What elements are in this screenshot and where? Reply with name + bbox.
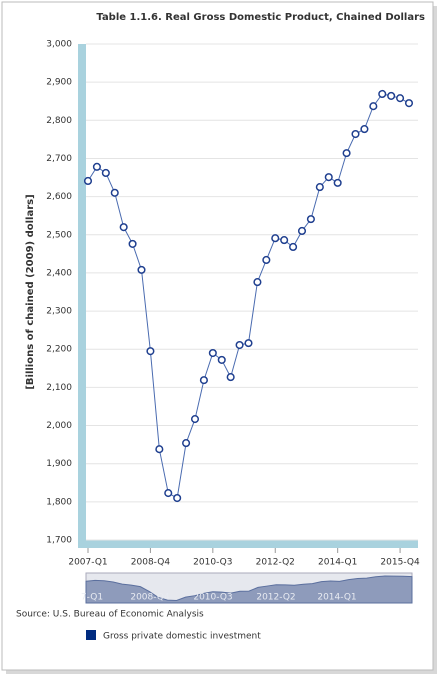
x-tick-label: 2010-Q3 [193,558,232,568]
point [173,493,182,503]
point [378,89,387,99]
point [119,223,128,232]
point [137,265,146,274]
point [92,162,101,171]
point [110,188,119,197]
point [280,236,289,245]
point [369,102,378,111]
x-tick-label: 2015-Q4 [380,558,420,568]
point [253,278,262,287]
point [315,183,324,192]
chart-title: Table 1.1.6. Real Gross Domestic Product… [96,12,425,23]
point [297,226,307,236]
point [324,173,333,182]
point [360,125,369,134]
y-axis-bar [78,44,86,548]
point [226,373,235,382]
point [235,340,244,350]
point [387,91,396,100]
point [262,255,271,265]
point [199,376,208,385]
point [182,439,191,448]
navigator-label: 2010-Q3 [193,593,232,603]
point [190,415,200,424]
frame [1,1,434,671]
y-tick-label: 2,400 [46,268,72,278]
point [217,355,226,364]
point [289,242,298,252]
navigator-area [85,575,413,604]
y-tick-label: 2,200 [46,345,72,355]
y-tick-label: 2,600 [46,192,72,202]
navigator-label: 2012-Q2 [256,593,295,603]
legend-swatch [86,630,96,640]
y-tick-label: 2,000 [46,421,72,431]
source: Source: U.S. Bureau of Economic Analysis [16,610,204,620]
point [208,348,217,358]
x-tick-label: 2007-Q1 [68,558,107,568]
y-tick-label: 3,000 [46,40,72,50]
point [404,99,414,108]
point [396,94,405,103]
point [155,445,164,454]
y-tick-label: 2,700 [46,154,72,164]
y-tick-label: 2,900 [46,78,72,88]
navigator-label: 2014-Q1 [317,593,356,603]
y-tick-label: 2,500 [46,230,72,240]
point [351,129,360,139]
y-tick-label: 1,700 [46,536,72,546]
y-tick-label: 2,800 [46,116,72,126]
navigator-label: 2008-Q4 [130,593,170,603]
point [342,149,351,158]
x-tick-label: 2012-Q2 [256,558,295,568]
point [271,234,280,243]
y-tick-label: 1,900 [46,459,72,469]
point [83,176,93,186]
x-tick-label: 2008-Q4 [131,558,171,568]
x-axis-bar [78,540,418,548]
point [146,347,155,356]
point [101,168,110,178]
point [306,215,315,224]
y-tick-label: 2,300 [46,307,72,317]
point [164,489,173,498]
navigator-label: 7-Q1 [81,593,103,603]
y-tick-label: 1,800 [46,497,72,507]
y-axis-label: [Billions of chained (2009) dollars] [25,194,36,389]
point [333,178,342,187]
y-tick-label: 2,100 [46,383,72,393]
point [244,339,253,348]
point [128,239,137,248]
legend-label: Gross private domestic investment [103,632,261,642]
x-tick-label: 2014-Q1 [318,558,357,568]
